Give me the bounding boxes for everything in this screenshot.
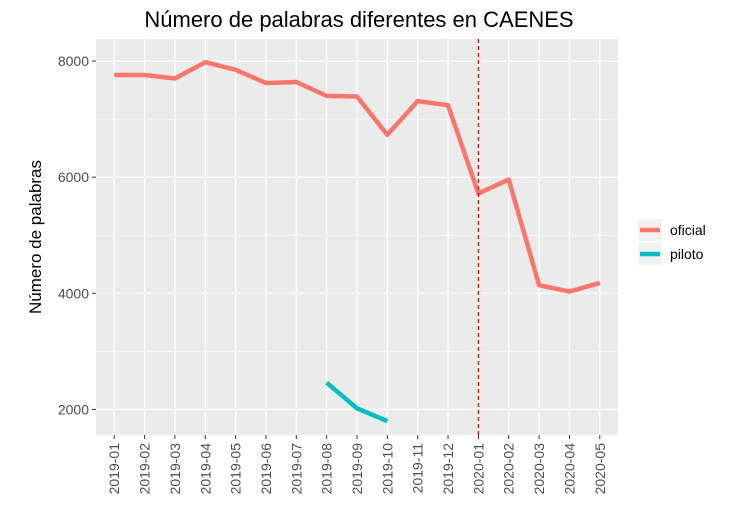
x-tick-label: 2020-04 — [561, 443, 577, 495]
y-tick-label: 2000 — [58, 401, 89, 417]
x-tick-label: 2019-07 — [288, 443, 304, 495]
chart-title: Número de palabras diferentes en CAENES — [144, 7, 573, 32]
legend: oficial piloto — [638, 219, 706, 265]
x-tick-label: 2019-10 — [379, 443, 395, 495]
x-tick-label: 2020-01 — [470, 443, 486, 495]
y-tick-label: 4000 — [58, 285, 89, 301]
x-tick-label: 2019-05 — [228, 443, 244, 495]
legend-label-oficial: oficial — [670, 222, 706, 238]
y-tick-label: 8000 — [58, 53, 89, 69]
x-tick-label: 2020-03 — [531, 443, 547, 495]
x-tick-label: 2019-12 — [440, 443, 456, 495]
x-tick-label: 2020-05 — [592, 443, 608, 495]
legend-label-piloto: piloto — [670, 246, 704, 262]
x-tick-label: 2019-08 — [319, 443, 335, 495]
x-axis: 2019-01 2019-02 2019-03 2019-04 2019-05 2019-… — [106, 435, 608, 494]
y-axis: 2000 4000 6000 8000 — [58, 53, 96, 417]
series-line-piloto — [325, 380, 389, 424]
y-tick-label: 6000 — [58, 169, 89, 185]
x-tick-label: 2019-06 — [258, 443, 274, 495]
x-tick-label: 2019-04 — [197, 443, 213, 495]
x-tick-label: 2019-01 — [106, 443, 122, 495]
y-axis-title: Número de palabras — [26, 160, 45, 314]
series-line-oficial — [114, 59, 601, 294]
x-tick-label: 2019-11 — [410, 443, 426, 494]
x-tick-label: 2019-09 — [349, 443, 365, 495]
x-tick-label: 2019-02 — [137, 443, 153, 495]
series-lines — [114, 59, 601, 424]
x-tick-label: 2020-02 — [501, 443, 517, 495]
x-tick-label: 2019-03 — [167, 443, 183, 495]
